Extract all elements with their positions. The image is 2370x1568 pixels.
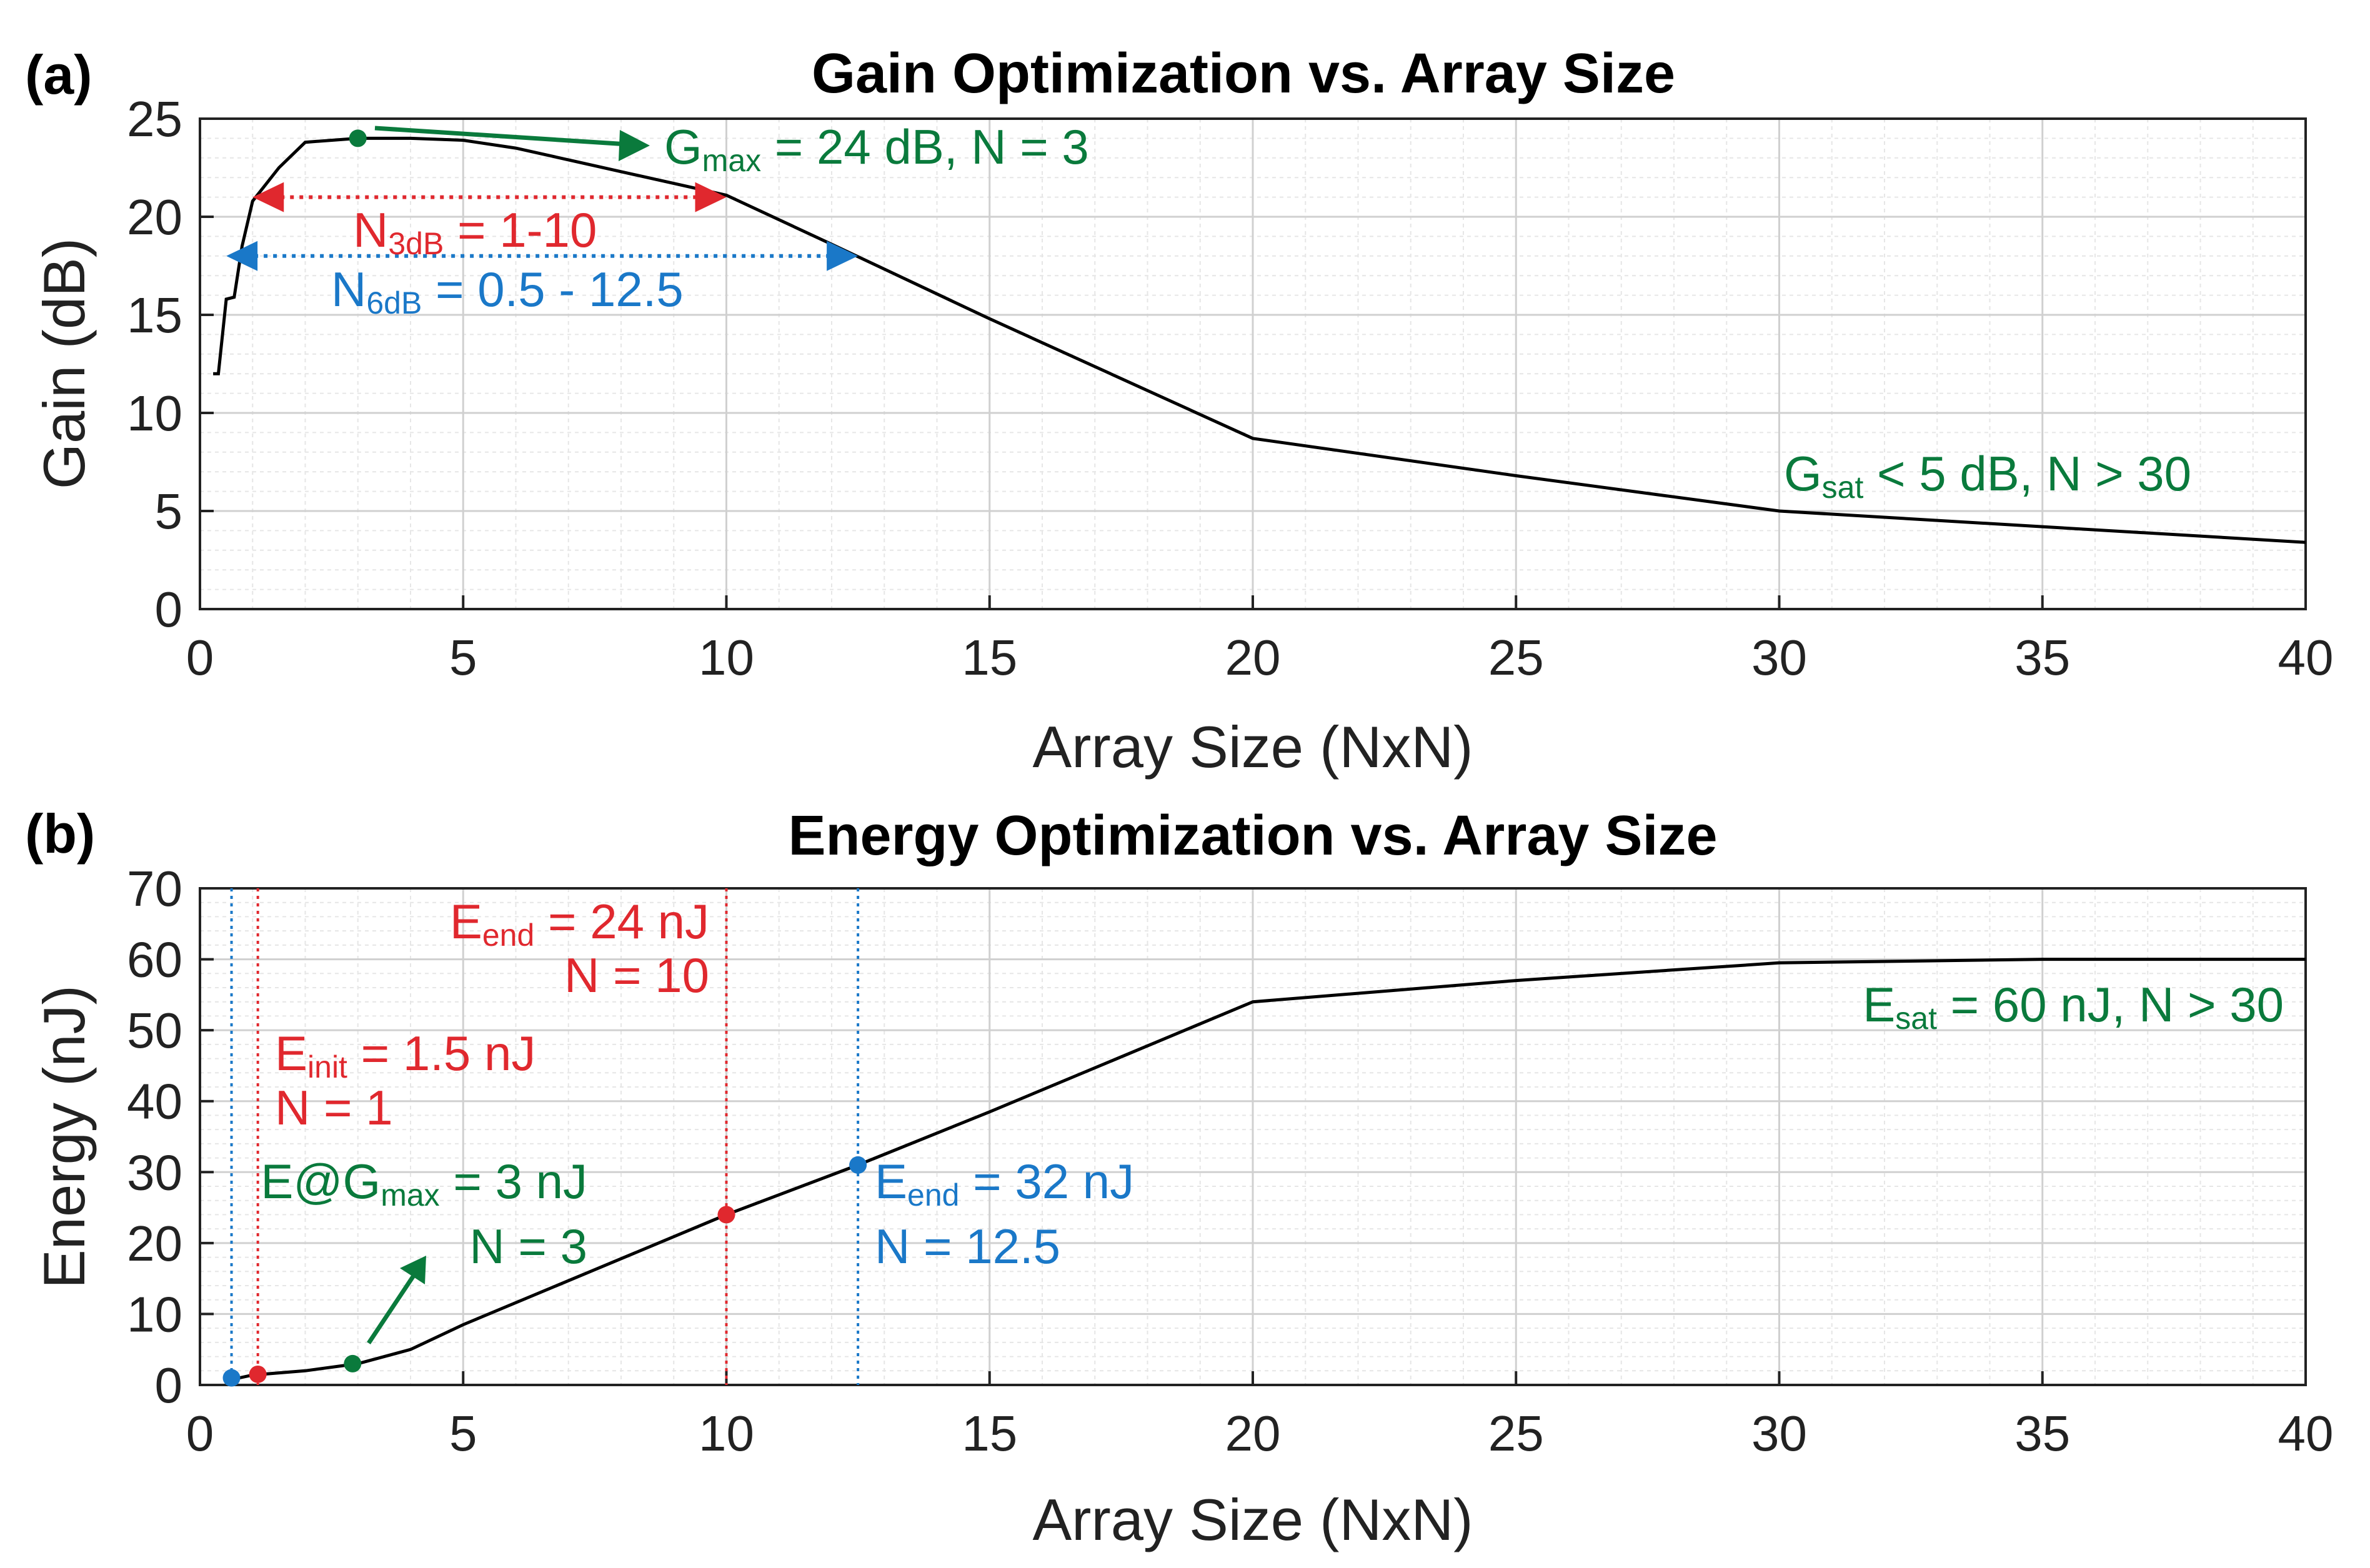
gmax-arrow [374, 126, 638, 147]
energy-y-tick-label: 20 [127, 1216, 182, 1271]
annotation-eend-10: Eend = 24 nJ [450, 894, 709, 953]
gain-y-tick-label: 10 [127, 385, 182, 441]
energy-chart-title: Energy Optimization vs. Array Size [788, 805, 1717, 867]
gain-x-tick-label: 15 [962, 630, 1017, 685]
annotation-einit-n: N = 1 [275, 1080, 393, 1135]
energy-y-tick-label: 10 [127, 1286, 182, 1342]
egmax-arrow [367, 1274, 416, 1344]
annotation-gsat: Gsat < 5 dB, N > 30 [1784, 446, 2191, 505]
energy-reference-lines [230, 888, 860, 1385]
energy-chart: (b) Energy Optimization vs. Array Size 0… [25, 803, 2333, 1552]
gain-data-marker [349, 129, 367, 147]
gain-y-tick-label: 0 [155, 582, 183, 637]
energy-x-axis-label: Array Size (NxN) [1032, 1487, 1473, 1552]
gain-y-axis-label: Gain (dB) [31, 238, 97, 489]
energy-x-tick-label: 25 [1488, 1406, 1544, 1461]
energy-y-tick-label: 30 [127, 1144, 182, 1200]
gain-range-arrows [226, 182, 859, 271]
annotation-egmax: E@Gmax = 3 nJ [261, 1154, 587, 1213]
gain-x-tick-label: 5 [449, 630, 477, 685]
gain-ticks: 0 5 10 15 20 25 30 35 40 0 5 10 15 20 25 [127, 91, 2333, 685]
energy-x-tick-label: 35 [2014, 1406, 2070, 1461]
gain-series-line [213, 136, 2306, 544]
energy-grid [199, 887, 2307, 1386]
gain-markers [349, 129, 367, 147]
energy-x-tick-label: 15 [962, 1406, 1017, 1461]
annotation-egmax-n: N = 3 [469, 1219, 587, 1274]
gain-x-tick-label: 25 [1488, 630, 1544, 685]
energy-x-tick-label: 10 [699, 1406, 754, 1461]
gain-chart: (a) Gain Optimization vs. Array Size 0 5 1… [25, 42, 2333, 780]
energy-data-marker [717, 1206, 735, 1224]
gain-x-tick-label: 30 [1751, 630, 1807, 685]
energy-x-tick-label: 20 [1225, 1406, 1281, 1461]
panel-label-a: (a) [25, 44, 92, 106]
gain-range-n6db-left-head [226, 241, 258, 271]
gmax-arrow-head [619, 130, 650, 161]
gain-y-tick-label: 5 [155, 484, 183, 539]
gain-x-tick-label: 35 [2014, 630, 2070, 685]
energy-x-tick-label: 40 [2278, 1406, 2334, 1461]
energy-data-marker [849, 1156, 867, 1174]
gain-grid [199, 117, 2307, 610]
gain-x-tick-label: 10 [699, 630, 754, 685]
annotation-eend-12-5: Eend = 32 nJ [875, 1154, 1134, 1213]
annotation-gmax: Gmax = 24 dB, N = 3 [664, 119, 1089, 178]
gain-x-tick-label: 0 [186, 630, 214, 685]
energy-y-tick-label: 0 [155, 1357, 183, 1413]
panel-label-b: (b) [25, 803, 95, 865]
annotation-einit: Einit = 1.5 nJ [275, 1026, 535, 1084]
energy-y-axis-label: Energy (nJ) [31, 985, 97, 1289]
gain-x-axis-label: Array Size (NxN) [1032, 714, 1473, 780]
gain-x-tick-label: 40 [2278, 630, 2334, 685]
gain-y-tick-label: 25 [127, 91, 182, 147]
energy-y-tick-label: 40 [127, 1074, 182, 1129]
energy-x-tick-label: 5 [449, 1406, 477, 1461]
energy-data-marker [222, 1369, 241, 1387]
energy-x-tick-label: 30 [1751, 1406, 1807, 1461]
gain-y-tick-label: 20 [127, 189, 182, 245]
gain-range-n6db-right-head [827, 241, 859, 271]
energy-markers [222, 1156, 867, 1387]
energy-data-marker [344, 1354, 362, 1372]
energy-data-marker [249, 1365, 267, 1383]
annotation-eend-10-n: N = 10 [564, 948, 709, 1003]
annotation-eend-12-5-n: N = 12.5 [875, 1219, 1060, 1274]
energy-x-tick-label: 0 [186, 1406, 214, 1461]
annotation-n3db: N3dB = 1-10 [353, 202, 597, 261]
gain-range-n3db-right-head [695, 182, 727, 212]
energy-ticks: 0 5 10 15 20 25 30 35 40 0 10 20 30 40 50 60 70 [127, 861, 2333, 1461]
energy-y-tick-label: 50 [127, 1003, 182, 1058]
energy-y-tick-label: 60 [127, 932, 182, 988]
annotation-n6db: N6dB = 0.5 - 12.5 [331, 262, 684, 320]
gain-range-n3db-left-head [252, 182, 284, 212]
energy-y-tick-label: 70 [127, 861, 182, 916]
annotation-esat: Esat = 60 nJ, N > 30 [1863, 977, 2284, 1036]
energy-series-line [226, 958, 2306, 1382]
gain-y-tick-label: 15 [127, 287, 182, 343]
gain-chart-title: Gain Optimization vs. Array Size [812, 42, 1675, 105]
gain-x-tick-label: 20 [1225, 630, 1281, 685]
egmax-arrow-head [400, 1256, 426, 1284]
